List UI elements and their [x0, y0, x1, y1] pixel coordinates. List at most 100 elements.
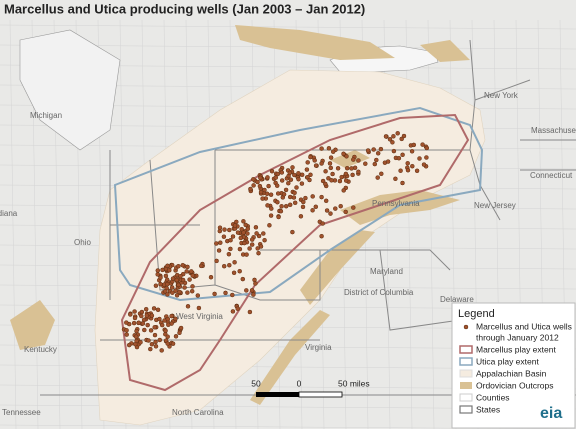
- well: [136, 320, 142, 326]
- well: [217, 225, 223, 230]
- legend-item: Ordovician Outcrops: [476, 380, 553, 390]
- well: [385, 159, 391, 164]
- legend-swatch: [463, 324, 469, 330]
- well: [343, 178, 349, 183]
- state-label: New York: [484, 91, 519, 100]
- well: [279, 204, 284, 209]
- well: [258, 189, 264, 195]
- well: [287, 194, 293, 200]
- well: [239, 226, 244, 232]
- well: [328, 165, 334, 171]
- well: [163, 273, 169, 279]
- well: [319, 146, 324, 151]
- well: [279, 170, 285, 175]
- well: [356, 169, 361, 175]
- well: [178, 273, 183, 279]
- well: [177, 330, 182, 336]
- well: [158, 281, 163, 287]
- well: [396, 155, 402, 161]
- well: [173, 316, 178, 322]
- well: [165, 263, 170, 269]
- state-label: Pennsylvania: [372, 199, 420, 208]
- well: [178, 325, 184, 331]
- well: [421, 162, 427, 167]
- well: [139, 309, 145, 315]
- well: [269, 206, 274, 211]
- state-label: West Virginia: [176, 312, 223, 321]
- utica-play-extent: [113, 106, 484, 302]
- legend-swatch: [459, 405, 473, 414]
- well: [255, 246, 260, 251]
- well: [356, 158, 361, 163]
- well: [153, 339, 158, 345]
- well: [390, 140, 395, 145]
- well: [363, 161, 368, 166]
- well: [216, 248, 222, 253]
- well: [249, 288, 255, 293]
- well: [344, 165, 350, 171]
- well: [146, 338, 151, 343]
- well: [310, 194, 315, 199]
- well: [149, 341, 155, 347]
- well: [351, 205, 356, 210]
- scale-label: 0: [297, 378, 302, 388]
- well: [313, 204, 319, 210]
- well: [414, 168, 420, 174]
- well: [180, 277, 186, 283]
- well: [155, 272, 160, 277]
- well: [337, 178, 343, 184]
- well: [286, 180, 291, 186]
- state-label: Delaware: [440, 295, 474, 304]
- well: [351, 157, 356, 162]
- well: [326, 146, 332, 151]
- well: [251, 183, 256, 188]
- state-label: Massachusetts: [531, 126, 576, 135]
- well: [221, 263, 227, 269]
- well: [247, 246, 252, 251]
- map-labels: Michigan Ohio Indiana Kentucky West Virg…: [0, 91, 576, 417]
- well: [294, 185, 299, 190]
- well: [269, 168, 275, 174]
- outcrop: [300, 230, 375, 305]
- well: [323, 169, 328, 174]
- well: [157, 337, 163, 343]
- well: [379, 171, 384, 177]
- well: [230, 292, 235, 298]
- well: [132, 315, 138, 321]
- well: [208, 274, 214, 280]
- logo: eia: [540, 405, 562, 422]
- appalachian-basin: [94, 69, 486, 426]
- well: [198, 263, 204, 269]
- well: [292, 172, 297, 178]
- well: [281, 192, 287, 197]
- well: [290, 165, 295, 170]
- well: [275, 199, 280, 205]
- well: [254, 231, 259, 236]
- well: [128, 312, 133, 317]
- well: [310, 208, 315, 213]
- well: [249, 242, 255, 247]
- well: [258, 175, 263, 181]
- well: [275, 171, 281, 177]
- state-label: Michigan: [30, 111, 62, 120]
- well: [244, 252, 249, 257]
- well: [255, 179, 260, 185]
- well: [142, 327, 147, 333]
- well: [155, 268, 161, 273]
- well: [308, 172, 313, 178]
- well: [238, 235, 244, 241]
- well: [287, 170, 293, 176]
- well: [222, 227, 227, 232]
- well: [133, 334, 139, 339]
- well: [292, 190, 297, 196]
- well: [221, 234, 227, 239]
- well: [335, 166, 341, 171]
- legend: Legend Marcellus and Utica wells through…: [451, 302, 576, 429]
- well: [287, 202, 293, 208]
- state-label: North Carolina: [172, 408, 224, 417]
- well: [230, 234, 236, 239]
- state-label: Indiana: [0, 209, 18, 218]
- well: [292, 200, 298, 206]
- well: [329, 178, 334, 183]
- well: [155, 307, 161, 313]
